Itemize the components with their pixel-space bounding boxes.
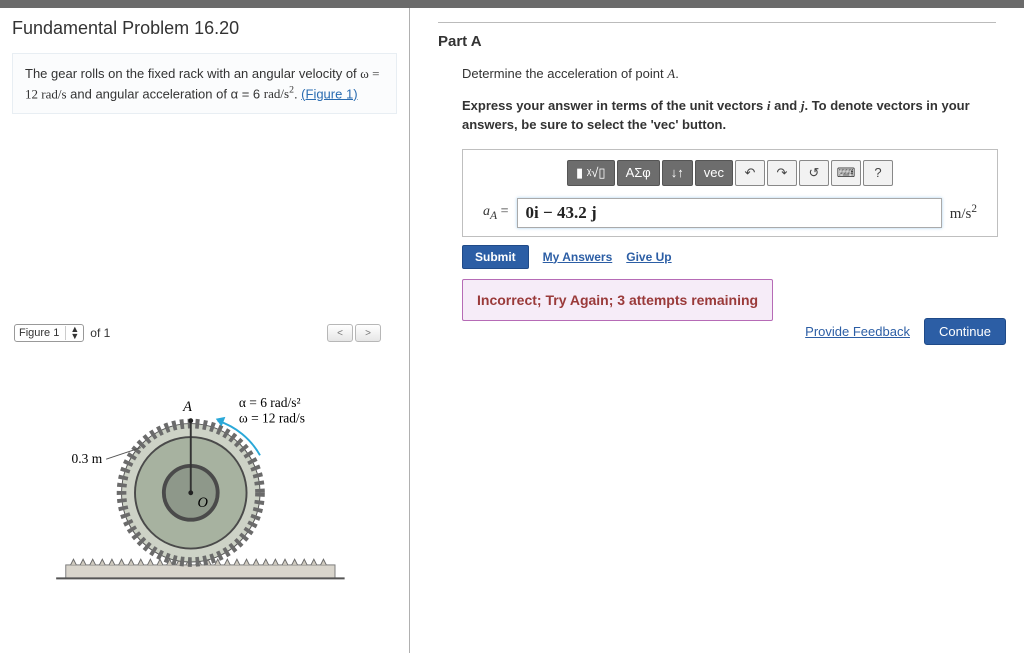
problem-title: Fundamental Problem 16.20 [0, 18, 409, 49]
reset-button[interactable]: ↺ [799, 160, 829, 186]
figure-select-label: Figure 1 [19, 327, 59, 339]
svg-text:O: O [198, 495, 209, 511]
part-prompt: Determine the acceleration of point A. [462, 64, 998, 84]
part-title: Part A [438, 23, 1010, 50]
help-button[interactable]: ? [863, 160, 893, 186]
redo-button[interactable]: ↷ [767, 160, 797, 186]
undo-button[interactable]: ↶ [735, 160, 765, 186]
prompt-text: Determine the acceleration of point [462, 66, 667, 81]
left-panel: Fundamental Problem 16.20 The gear rolls… [0, 8, 410, 653]
figure-link[interactable]: (Figure 1) [301, 86, 357, 101]
stmt-mid: and angular acceleration of [67, 86, 231, 101]
footer-row: Provide Feedback Continue [805, 318, 1006, 345]
vec-button[interactable]: vec [695, 160, 733, 186]
prompt-var: A [667, 66, 675, 81]
figure-of-label: of 1 [90, 326, 110, 340]
svg-text:ω = 12 rad/s: ω = 12 rad/s [239, 411, 305, 426]
subsup-button[interactable]: ↓↑ [662, 160, 693, 186]
gear-diagram: A O 0.3 m α = 6 rad/s² ω = 12 rad/s [30, 363, 390, 613]
figure-next-button[interactable]: > [355, 324, 381, 342]
stmt-pre: The gear rolls on the fixed rack with an… [25, 66, 360, 81]
keyboard-button[interactable]: ⌨ [831, 160, 861, 186]
action-row: Submit My Answers Give Up [462, 245, 998, 269]
figure-stepper-icon[interactable]: ▲▼ [65, 326, 79, 340]
give-up-link[interactable]: Give Up [626, 250, 671, 264]
prompt-end: . [675, 66, 679, 81]
figure-canvas: A O 0.3 m α = 6 rad/s² ω = 12 rad/s [0, 353, 409, 653]
feedback-message: Incorrect; Try Again; 3 attempts remaini… [462, 279, 773, 321]
answer-units: m/s2 [950, 203, 977, 223]
main-container: Fundamental Problem 16.20 The gear rolls… [0, 8, 1024, 653]
answer-editor: ▮ ᵡ√▯ ΑΣφ ↓↑ vec ↶ ↷ ↺ ⌨ ? aA = m/s2 [462, 149, 998, 237]
provide-feedback-link[interactable]: Provide Feedback [805, 324, 910, 339]
top-divider [0, 0, 1024, 8]
part-instructions: Express your answer in terms of the unit… [462, 96, 998, 135]
svg-text:α = 6 rad/s²: α = 6 rad/s² [239, 395, 301, 410]
problem-statement: The gear rolls on the fixed rack with an… [12, 53, 397, 114]
answer-input[interactable] [517, 198, 942, 228]
continue-button[interactable]: Continue [924, 318, 1006, 345]
figure-selector[interactable]: Figure 1 ▲▼ of 1 [14, 324, 110, 342]
svg-text:0.3 m: 0.3 m [72, 451, 103, 466]
templates-button[interactable]: ▮ ᵡ√▯ [567, 160, 615, 186]
greek-button[interactable]: ΑΣφ [617, 160, 660, 186]
submit-button[interactable]: Submit [462, 245, 529, 269]
right-panel: Part A Determine the acceleration of poi… [410, 8, 1024, 653]
my-answers-link[interactable]: My Answers [543, 250, 613, 264]
figure-prev-button[interactable]: < [327, 324, 353, 342]
answer-lhs: aA = [483, 204, 509, 222]
svg-text:A: A [182, 399, 192, 415]
editor-toolbar: ▮ ᵡ√▯ ΑΣφ ↓↑ vec ↶ ↷ ↺ ⌨ ? [473, 160, 987, 186]
answer-row: aA = m/s2 [473, 198, 987, 228]
